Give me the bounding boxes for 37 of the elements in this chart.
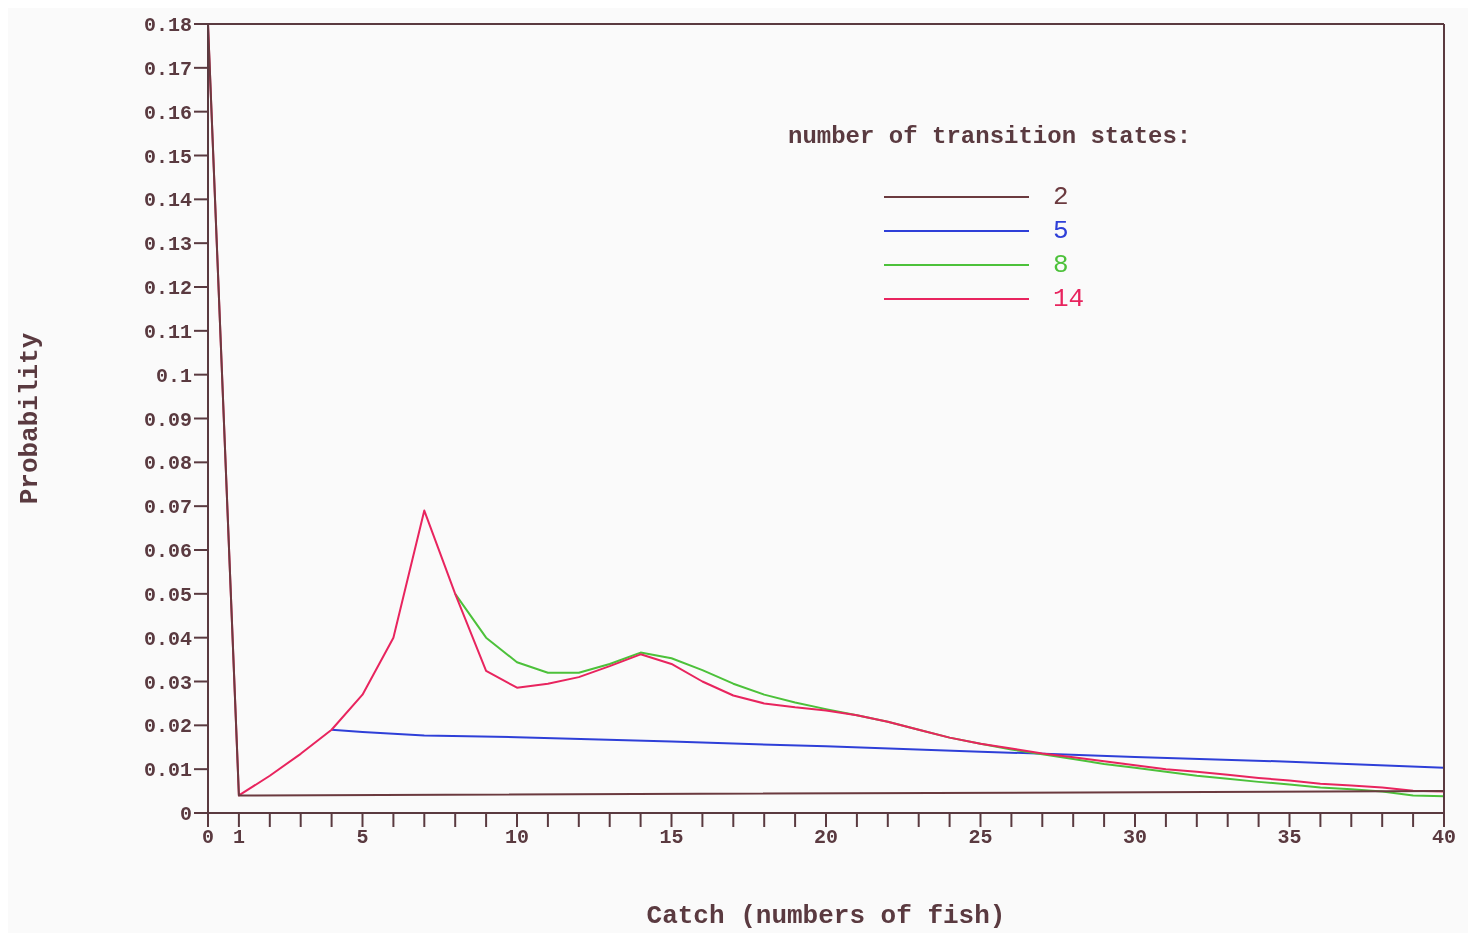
text: 2	[1053, 182, 1069, 212]
y-tick-label: 0.05	[143, 583, 192, 607]
y-tick-label: 0.11	[143, 320, 192, 344]
x-tick-label: 30	[1122, 826, 1148, 850]
y-tick-label: 0	[179, 803, 192, 827]
y-tick-label: 0.15	[143, 145, 192, 169]
y-tick-label: 0.07	[143, 496, 192, 520]
y-tick-label: 0.09	[143, 408, 192, 432]
x-tick-label: 5	[356, 826, 369, 850]
x-tick-label: 0	[201, 826, 215, 850]
y-tick-label: 0.16	[143, 101, 192, 125]
x-tick-label: 20	[813, 826, 839, 850]
y-tick-label: 0.02	[143, 715, 192, 739]
x-tick-label: 35	[1277, 826, 1302, 850]
y-tick-label: 0.03	[143, 671, 192, 695]
y-tick-label: 0.01	[143, 759, 192, 783]
x-tick-label: 25	[968, 826, 993, 850]
text: 14	[1053, 284, 1085, 314]
text: 5	[1053, 216, 1069, 246]
y-tick-label: 0.06	[143, 540, 192, 564]
y-tick-label: 0.12	[143, 277, 192, 301]
x-tick-label: 40	[1431, 826, 1457, 850]
x-axis-title: Catch (numbers of fish)	[646, 901, 1006, 931]
y-tick-label: 0.18	[143, 14, 192, 38]
y-tick-label: 0.1	[155, 364, 192, 388]
x-tick-label: 10	[504, 826, 530, 850]
text: 8	[1053, 250, 1069, 280]
y-axis-title: Probability	[15, 332, 46, 505]
legend-title: number of transition states:	[788, 123, 1193, 150]
line-series	[330, 728, 1444, 769]
y-tick-label: 0.13	[143, 233, 192, 257]
x-tick-label: 15	[659, 826, 684, 850]
y-tick-label: 0.08	[143, 452, 192, 476]
y-tick-label: 0.04	[143, 627, 192, 651]
y-tick-label: 0.17	[143, 57, 192, 81]
x-tick-label: 1	[232, 826, 245, 850]
y-tick-label: 0.14	[143, 189, 192, 213]
